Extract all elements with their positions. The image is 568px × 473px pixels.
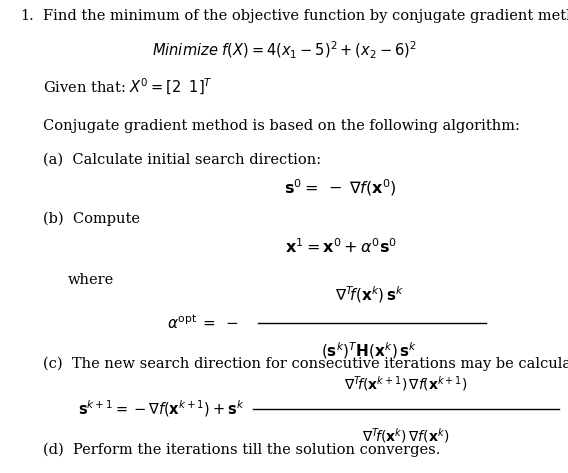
Text: $\mathbf{s}^0 = \; - \; \nabla f(\mathbf{x}^0)$: $\mathbf{s}^0 = \; - \; \nabla f(\mathbf… xyxy=(285,178,397,199)
Text: (d)  Perform the iterations till the solution converges.: (d) Perform the iterations till the solu… xyxy=(43,443,440,457)
Text: 1.: 1. xyxy=(20,9,34,23)
Text: $\alpha^{\mathrm{opt}} \;=\; -$: $\alpha^{\mathrm{opt}} \;=\; -$ xyxy=(167,313,239,332)
Text: $\nabla^T\!f(\mathbf{x}^{k+1})\,\nabla f(\mathbf{x}^{k+1})$: $\nabla^T\!f(\mathbf{x}^{k+1})\,\nabla f… xyxy=(344,374,468,393)
Text: $\mathbf{x}^1 = \mathbf{x}^0 + \alpha^0\mathbf{s}^0$: $\mathbf{x}^1 = \mathbf{x}^0 + \alpha^0\… xyxy=(285,238,397,257)
Text: Given that: $X^0 = [2\;\; 1]^T$: Given that: $X^0 = [2\;\; 1]^T$ xyxy=(43,77,212,97)
Text: where: where xyxy=(68,273,114,287)
Text: (c)  The new search direction for consecutive iterations may be calculated as:: (c) The new search direction for consecu… xyxy=(43,357,568,371)
Text: $\nabla^T\!f(\mathbf{x}^k)\,\mathbf{s}^k$: $\nabla^T\!f(\mathbf{x}^k)\,\mathbf{s}^k… xyxy=(335,284,404,305)
Text: Find the minimum of the objective function by conjugate gradient method:: Find the minimum of the objective functi… xyxy=(43,9,568,23)
Text: $\mathit{Minimize}\ f(X) = 4(x_1 - 5)^2 + (x_2 - 6)^2$: $\mathit{Minimize}\ f(X) = 4(x_1 - 5)^2 … xyxy=(152,40,416,61)
Text: (a)  Calculate initial search direction:: (a) Calculate initial search direction: xyxy=(43,152,321,166)
Text: $(\mathbf{s}^k)^T\mathbf{H}(\mathbf{x}^k)\,\mathbf{s}^k$: $(\mathbf{s}^k)^T\mathbf{H}(\mathbf{x}^k… xyxy=(321,341,417,361)
Text: (b)  Compute: (b) Compute xyxy=(43,212,140,226)
Text: Conjugate gradient method is based on the following algorithm:: Conjugate gradient method is based on th… xyxy=(43,119,520,132)
Text: $\nabla^T\!f(\mathbf{x}^k)\,\nabla f(\mathbf{x}^k)$: $\nabla^T\!f(\mathbf{x}^k)\,\nabla f(\ma… xyxy=(362,426,450,445)
Text: $\mathbf{s}^{k+1} = -\nabla f(\mathbf{x}^{k+1}) + \mathbf{s}^k$: $\mathbf{s}^{k+1} = -\nabla f(\mathbf{x}… xyxy=(78,399,244,420)
